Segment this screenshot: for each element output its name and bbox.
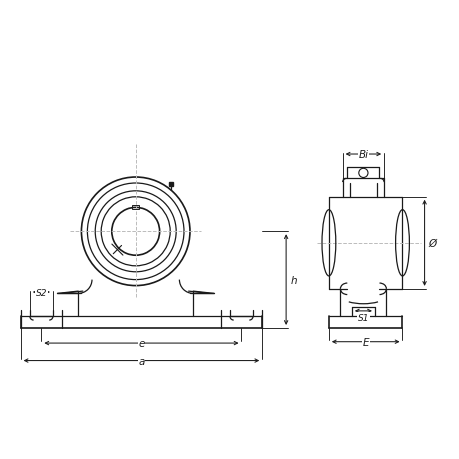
Text: h: h (291, 275, 297, 285)
Text: a: a (138, 356, 144, 366)
Text: S2: S2 (36, 288, 47, 297)
Text: e: e (138, 338, 144, 348)
Text: Ø: Ø (427, 238, 435, 248)
Bar (132, 205, 139, 209)
Text: E: E (362, 337, 368, 347)
Text: Bi: Bi (358, 150, 368, 160)
Text: S1: S1 (357, 313, 369, 322)
